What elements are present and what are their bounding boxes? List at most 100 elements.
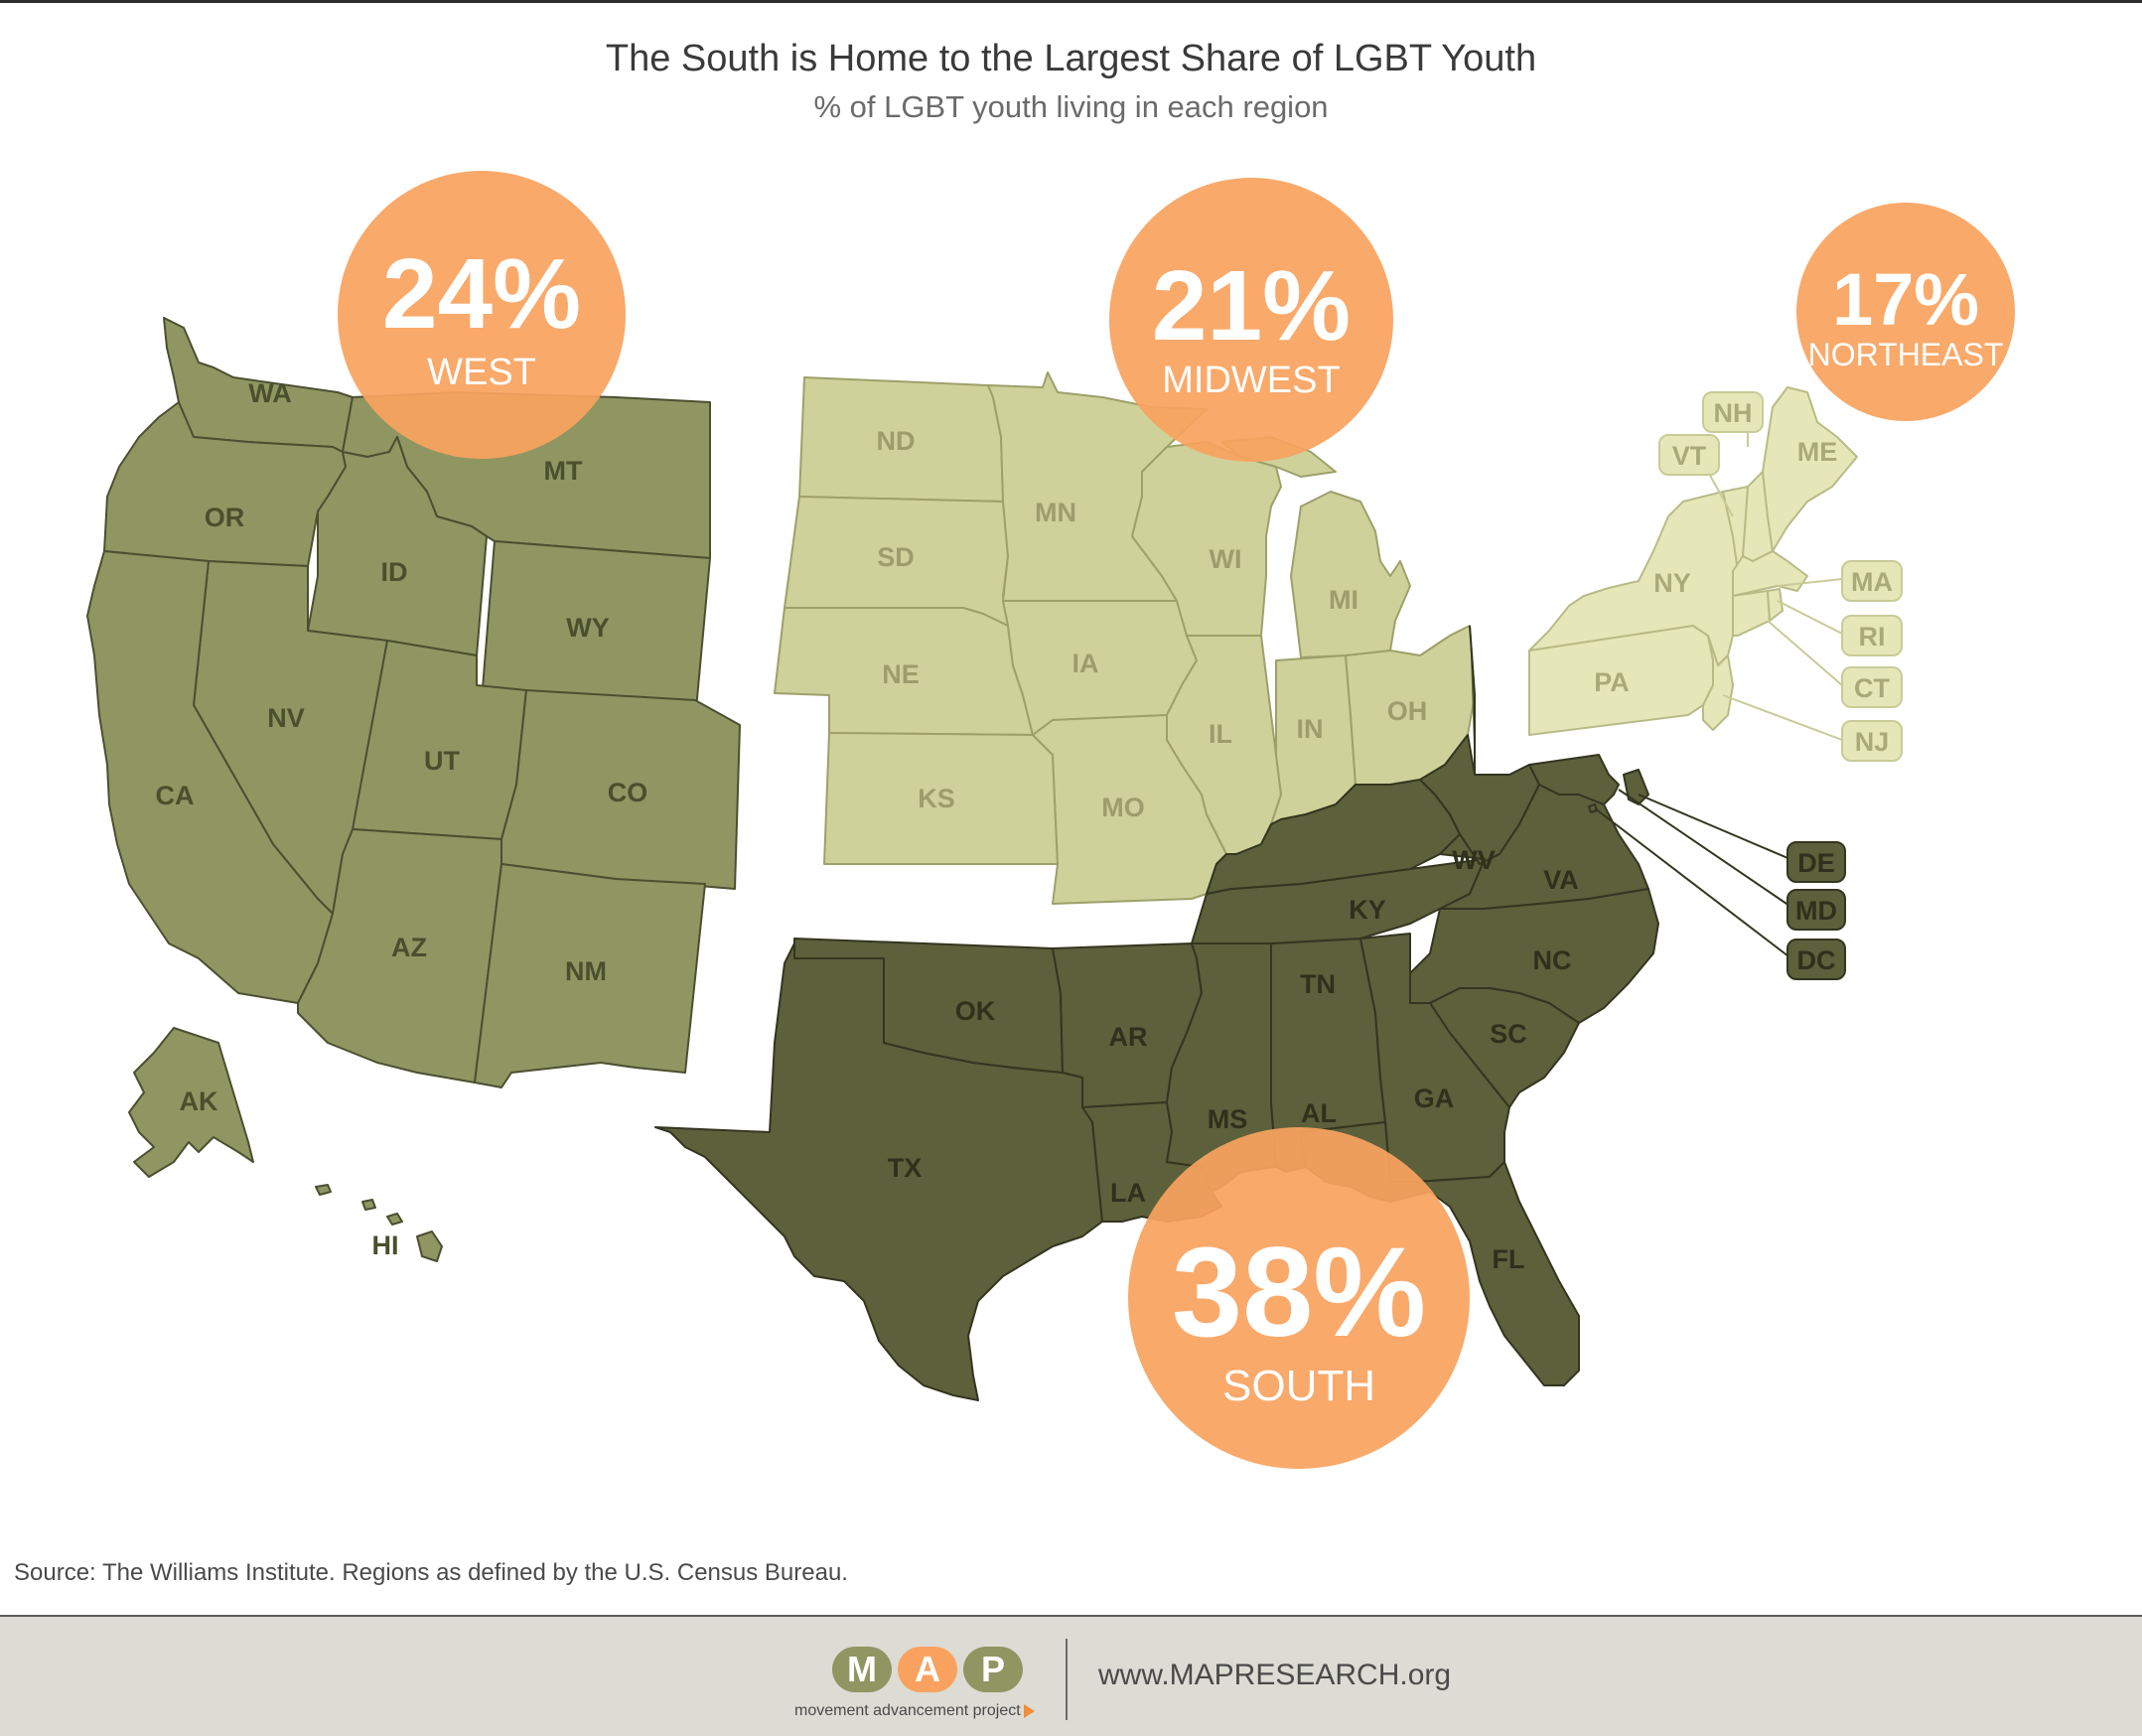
tag-nh: NH	[1702, 391, 1764, 433]
bubble-northeast: 17% NORTHEAST	[1796, 203, 2015, 421]
label-ar: AR	[1109, 1022, 1148, 1052]
label-ms: MS	[1208, 1104, 1248, 1134]
logo-tagline-text: movement advancement project	[794, 1702, 1021, 1719]
west-name: WEST	[427, 352, 536, 393]
state-ak	[128, 1027, 254, 1178]
label-ma: MA	[1851, 567, 1893, 597]
midwest-percent: 21%	[1152, 250, 1351, 362]
state-de	[1623, 769, 1649, 805]
state-id	[307, 436, 488, 656]
state-ca	[86, 550, 334, 1004]
logo-tagline: movement advancement project	[794, 1702, 1035, 1720]
tag-ma: MA	[1841, 560, 1903, 602]
tag-vt: VT	[1658, 434, 1720, 476]
labels-midwest: ND MN SD WI MI NE IA IL IN OH KS MO	[877, 426, 1428, 822]
label-nm: NM	[565, 956, 607, 986]
us-region-map: NH VT MA RI CT NJ DE MD DC WA OR MT ID W…	[86, 171, 2015, 1469]
label-tx: TX	[888, 1153, 923, 1183]
tag-nj: NJ	[1841, 720, 1903, 762]
label-wy: WY	[566, 613, 610, 643]
northeast-name: NORTHEAST	[1808, 337, 2004, 372]
label-nd: ND	[877, 426, 916, 456]
label-nv: NV	[267, 703, 305, 733]
label-dc: DC	[1797, 945, 1836, 975]
south-percent: 38%	[1172, 1222, 1426, 1364]
footer-divider	[1066, 1639, 1068, 1720]
label-la: LA	[1110, 1178, 1146, 1208]
state-nm	[474, 863, 706, 1088]
label-co: CO	[608, 778, 648, 807]
region-midwest	[774, 371, 1476, 905]
label-me: ME	[1797, 437, 1838, 467]
state-or	[103, 401, 347, 567]
label-il: IL	[1209, 719, 1232, 749]
label-ky: KY	[1349, 895, 1386, 925]
label-mt: MT	[544, 456, 583, 486]
play-triangle-icon	[1023, 1703, 1035, 1718]
label-al: AL	[1301, 1098, 1337, 1128]
label-ny: NY	[1653, 568, 1691, 598]
label-ks: KS	[918, 784, 955, 813]
label-id: ID	[381, 557, 408, 587]
logo-letter-m: M	[832, 1647, 892, 1692]
website-link[interactable]: www.MAPRESEARCH.org	[1098, 1659, 1452, 1691]
label-sc: SC	[1490, 1019, 1527, 1049]
label-in: IN	[1297, 714, 1324, 744]
labels-northeast: ME NY PA	[1594, 437, 1837, 697]
midwest-name: MIDWEST	[1162, 360, 1340, 401]
label-oh: OH	[1387, 696, 1428, 726]
label-or: OR	[205, 503, 245, 532]
tag-md: MD	[1786, 889, 1846, 931]
page-title: The South is Home to the Largest Share o…	[605, 38, 1537, 79]
label-ia: IA	[1072, 649, 1099, 678]
tag-dc: DC	[1786, 939, 1846, 980]
northeast-percent: 17%	[1832, 258, 1979, 341]
label-vt: VT	[1672, 441, 1707, 471]
label-ca: CA	[156, 781, 195, 810]
label-ga: GA	[1414, 1084, 1455, 1113]
state-ga	[1359, 933, 1510, 1183]
state-ma	[1732, 550, 1808, 597]
leader-lines	[1707, 427, 1843, 741]
label-va: VA	[1543, 865, 1579, 895]
label-mn: MN	[1035, 498, 1076, 527]
label-ak: AK	[180, 1086, 218, 1116]
bubble-midwest: 21% MIDWEST	[1109, 178, 1393, 462]
label-ri: RI	[1859, 622, 1886, 651]
label-ut: UT	[424, 746, 460, 776]
source-note: Source: The Williams Institute. Regions …	[14, 1559, 848, 1586]
label-tn: TN	[1300, 969, 1336, 999]
label-ct: CT	[1854, 673, 1890, 703]
leader-lines-south	[1594, 789, 1793, 960]
state-va	[1439, 784, 1649, 910]
logo-letter-a: A	[898, 1647, 957, 1692]
label-hi: HI	[372, 1230, 399, 1260]
label-de: DE	[1797, 848, 1835, 878]
label-pa: PA	[1594, 667, 1630, 697]
labels-south: WV VA KY NC TN OK AR SC GA MS AL TX LA F…	[888, 845, 1579, 1274]
logo-letters: M A P	[832, 1647, 1023, 1692]
label-nh: NH	[1714, 398, 1753, 428]
state-il	[1166, 635, 1282, 855]
bubble-west: 24% WEST	[338, 171, 626, 459]
label-wa: WA	[248, 378, 292, 408]
tag-de: DE	[1786, 841, 1846, 883]
logo-letter-p: P	[963, 1647, 1023, 1692]
page-subtitle: % of LGBT youth living in each region	[813, 89, 1329, 124]
south-name: SOUTH	[1222, 1362, 1375, 1410]
tag-ct: CT	[1841, 666, 1903, 708]
top-rule	[0, 0, 2142, 3]
label-ne: NE	[882, 659, 920, 689]
label-fl: FL	[1493, 1244, 1525, 1274]
west-percent: 24%	[382, 238, 581, 350]
labels-west: WA OR MT ID WY NV UT CO CA AZ NM AK HI	[156, 378, 648, 1260]
map-logo[interactable]: M A P movement advancement project	[794, 1647, 1092, 1726]
state-ri	[1767, 588, 1784, 622]
region-northeast	[1528, 386, 1858, 736]
label-wv: WV	[1452, 845, 1496, 875]
label-az: AZ	[391, 933, 427, 962]
label-wi: WI	[1210, 544, 1242, 574]
tag-ri: RI	[1841, 615, 1903, 656]
bubble-south: 38% SOUTH	[1128, 1127, 1470, 1469]
